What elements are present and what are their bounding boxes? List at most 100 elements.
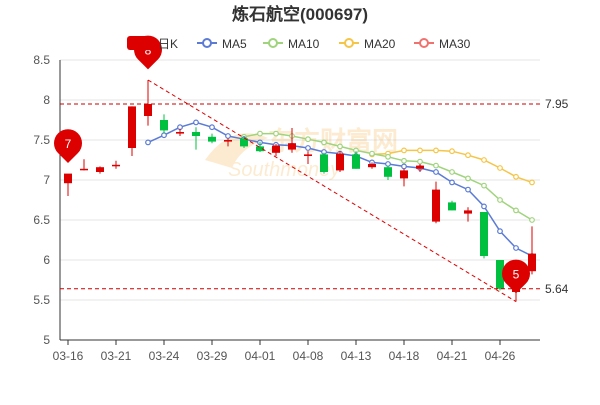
ma10-point (337, 143, 343, 150)
candle (480, 212, 488, 259)
candle-body (432, 189, 440, 222)
candle (448, 200, 456, 211)
y-tick-label: 8.5 (33, 53, 50, 67)
legend-label: MA30 (439, 37, 471, 51)
ma10-point (417, 158, 423, 165)
candle (384, 165, 392, 180)
candle-body (528, 253, 536, 272)
candle-body (112, 164, 120, 167)
candle (496, 260, 504, 291)
marker-pin: 7 (54, 129, 83, 163)
ma5-point (497, 228, 503, 235)
marker-pin-shape (54, 129, 83, 163)
legend-label: MA10 (288, 37, 320, 51)
candle (336, 151, 344, 172)
x-tick-label: 03-21 (101, 349, 132, 363)
y-tick-label: 8 (43, 93, 50, 107)
candle-body (464, 210, 472, 214)
ma10-point (369, 150, 375, 157)
candle-body (256, 146, 264, 152)
ma10-point (321, 139, 327, 146)
ma10-point (273, 130, 279, 137)
ref-line-label: 5.64 (545, 282, 569, 296)
x-tick-label: 04-01 (245, 349, 276, 363)
legend-swatch-dot (419, 38, 429, 48)
candle (416, 164, 424, 172)
ma10-point (257, 130, 263, 137)
marker-label: 8 (145, 43, 152, 57)
ma5-point (225, 133, 231, 139)
candle (112, 160, 120, 169)
ma5-point (513, 245, 519, 251)
ma5-point (481, 203, 487, 210)
y-tick-label: 6 (43, 253, 50, 267)
legend-kline-swatch (127, 36, 153, 50)
candle (400, 168, 408, 187)
candle (144, 80, 152, 126)
candle (256, 141, 264, 152)
candle-body (224, 140, 232, 142)
x-tick-label: 04-21 (437, 349, 468, 363)
candle-body (352, 154, 360, 169)
x-tick-label: 04-18 (389, 349, 420, 363)
ma10-point (433, 162, 439, 169)
ma20-point (529, 179, 535, 186)
legend-swatch-dot (344, 38, 354, 48)
ma20-point (417, 147, 423, 154)
ma5-point (433, 169, 439, 175)
x-tick-label: 03-29 (197, 349, 228, 363)
ma20-point (401, 147, 407, 154)
candle-body (208, 136, 216, 142)
watermark-logo (205, 133, 268, 168)
watermark-cn: 东方财富网 (268, 126, 398, 156)
y-tick-label: 6.5 (33, 213, 50, 227)
ma5-point (465, 186, 471, 193)
ma20-point (433, 147, 439, 154)
candle-body (96, 167, 104, 172)
trend-line (147, 79, 517, 303)
candle (320, 152, 328, 174)
legend-swatch-dot (268, 38, 278, 48)
candle (224, 138, 232, 147)
ma10-point (481, 182, 487, 189)
y-tick-label: 5.5 (33, 293, 50, 307)
watermark: 东方财富网 Southmoney (205, 126, 398, 181)
legend-label: 日K (158, 37, 178, 51)
candle-body (128, 106, 136, 148)
ma10-point (529, 217, 535, 223)
candle-body (400, 170, 408, 179)
ma20-point (449, 148, 455, 155)
ma20-point (513, 173, 519, 180)
candle-body (304, 154, 312, 156)
x-tick-label: 04-26 (485, 349, 516, 363)
ma10-point (305, 136, 311, 143)
candle-body (480, 212, 488, 256)
candle-body (240, 138, 248, 147)
chart-title: 炼石航空(000697) (232, 4, 368, 24)
watermark-en: Southmoney (228, 159, 341, 181)
candle (288, 128, 296, 153)
candle (464, 207, 472, 222)
legend-swatch-dot (202, 38, 212, 48)
x-tick-label: 04-08 (293, 349, 324, 363)
y-tick-label: 7.5 (33, 133, 50, 147)
candle-body (160, 120, 168, 131)
ma10-point (497, 197, 503, 203)
candle (96, 166, 104, 174)
candle (272, 144, 280, 156)
x-tick-label: 03-16 (53, 349, 84, 363)
ma10-point (401, 157, 407, 164)
legend: 日K MA5 MA10 MA20 MA30 (127, 36, 471, 51)
candle (192, 127, 200, 150)
ma5-point (305, 145, 311, 151)
ma10-point (465, 175, 471, 182)
candle-body (320, 154, 328, 172)
candle (304, 151, 312, 164)
x-tick-label: 03-24 (149, 349, 180, 363)
ma20-point (465, 152, 471, 159)
ma5-point (145, 139, 151, 146)
candle (432, 181, 440, 224)
ma20-point (481, 157, 487, 163)
